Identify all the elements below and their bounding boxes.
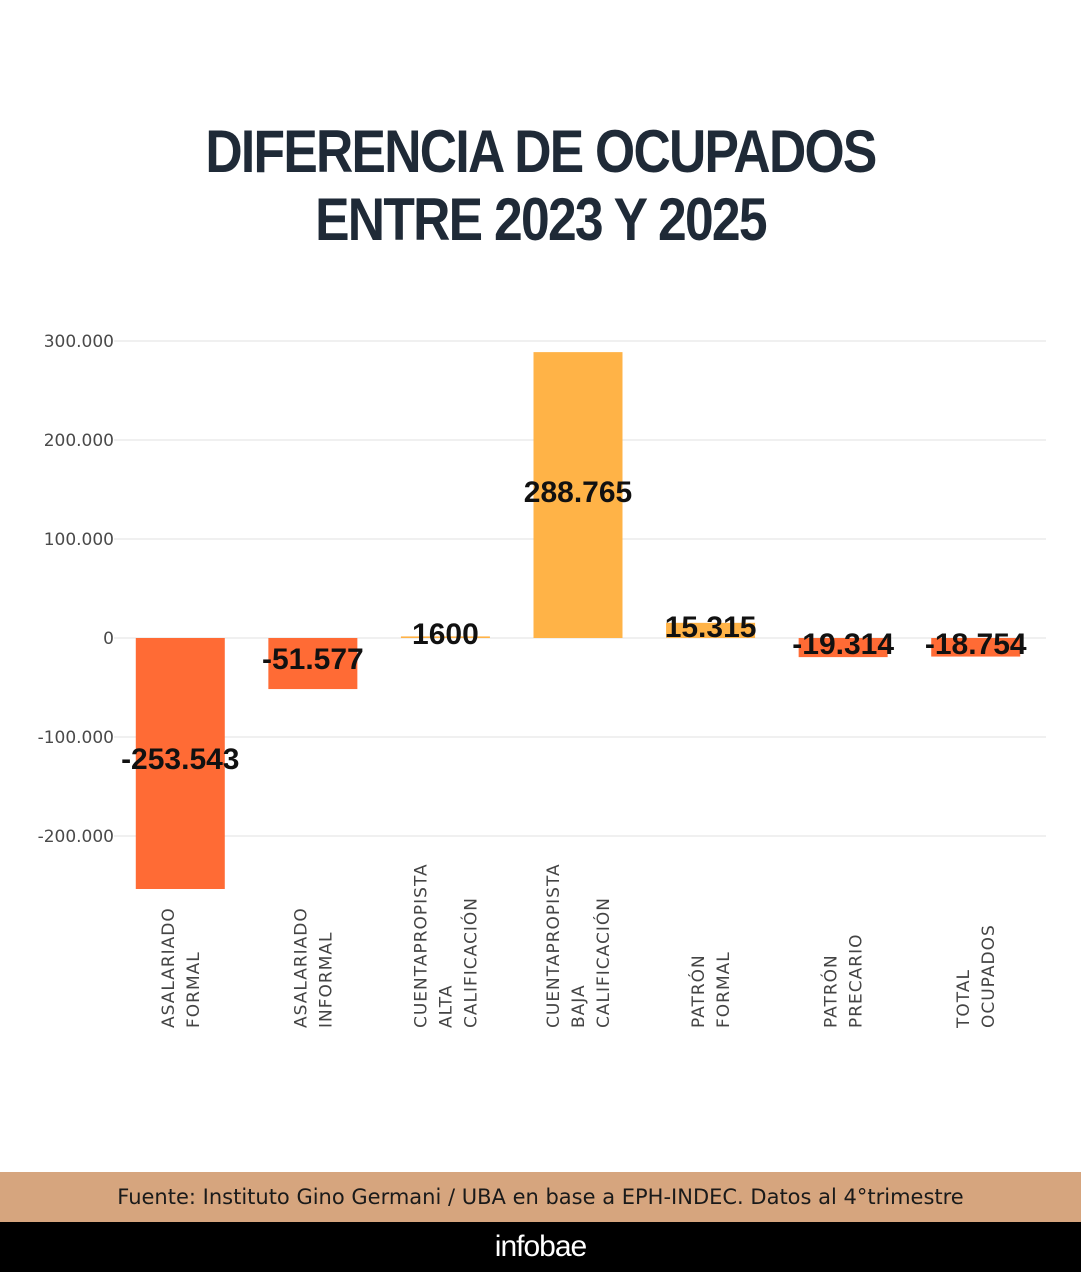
title-line-2: ENTRE 2023 Y 2025 (315, 186, 768, 253)
bar (135, 638, 225, 890)
data-label: -51.577 (262, 643, 364, 676)
bar (533, 352, 623, 638)
category-label: ASALARIADO (291, 907, 311, 1028)
category-label: TOTAL (954, 969, 974, 1029)
category-label: FORMAL (184, 951, 204, 1028)
bar-chart: 300.000 200.000 100.000 0 -100.000 -200.000 -2… (38, 332, 1046, 1029)
source-bar: Fuente: Instituto Gino Germani / UBA en … (0, 1172, 1081, 1222)
data-label: 15.315 (665, 611, 757, 644)
y-tick-label: 300.000 (44, 332, 114, 352)
y-tick-label: 100.000 (44, 530, 114, 550)
category-label: PRECARIO (847, 933, 867, 1028)
data-label: 1600 (412, 618, 479, 651)
category-label: ASALARIADO (159, 907, 179, 1028)
bar (400, 636, 490, 638)
y-tick-label: -100.000 (38, 728, 114, 748)
bar (931, 638, 1021, 657)
y-tick-label: -200.000 (38, 827, 114, 847)
category-label: PATRÓN (687, 954, 709, 1028)
bar (666, 622, 756, 638)
data-label: -19.314 (792, 628, 894, 661)
bar (798, 638, 888, 658)
data-label: 288.765 (524, 476, 632, 509)
category-label: OCUPADOS (979, 924, 999, 1028)
title-line-1: DIFERENCIA DE OCUPADOS (205, 118, 877, 185)
data-label: -18.754 (925, 628, 1027, 661)
brand-logo: infobae (494, 1230, 587, 1263)
category-label: CUENTAPROPISTA (411, 863, 431, 1028)
y-tick-label: 200.000 (44, 431, 114, 451)
bar (268, 638, 358, 690)
category-label: BAJA (569, 984, 589, 1028)
category-label: ALTA (436, 985, 456, 1028)
category-label: PATRÓN (820, 954, 842, 1028)
category-label: CALIFICACIÓN (459, 897, 481, 1028)
category-label: FORMAL (714, 951, 734, 1028)
data-label: -253.543 (121, 743, 239, 776)
source-text: Fuente: Instituto Gino Germani / UBA en … (117, 1185, 964, 1209)
category-label: INFORMAL (316, 932, 336, 1028)
chart-title: DIFERENCIA DE OCUPADOS ENTRE 2023 Y 2025 (76, 118, 1006, 254)
category-label: CALIFICACIÓN (592, 897, 614, 1028)
footer-bar: infobae (0, 1222, 1081, 1272)
y-tick-label: 0 (103, 629, 114, 649)
category-label: CUENTAPROPISTA (544, 863, 564, 1028)
